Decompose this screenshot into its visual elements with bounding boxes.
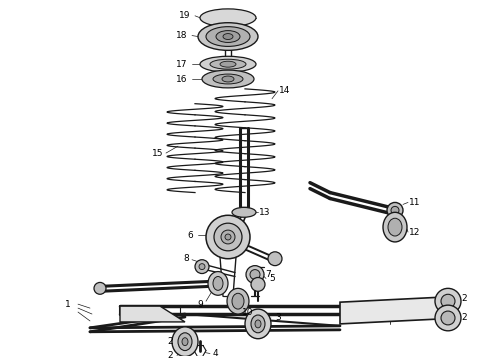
Circle shape (268, 252, 282, 266)
Circle shape (206, 215, 250, 259)
Polygon shape (340, 297, 440, 324)
Ellipse shape (178, 333, 192, 351)
Ellipse shape (206, 27, 250, 46)
Circle shape (94, 283, 106, 294)
Circle shape (250, 270, 260, 279)
Ellipse shape (388, 218, 402, 236)
Text: 17: 17 (176, 60, 188, 69)
Ellipse shape (200, 56, 256, 72)
Circle shape (391, 206, 399, 214)
Text: 9: 9 (197, 300, 203, 309)
Text: 3: 3 (275, 314, 281, 323)
Ellipse shape (251, 315, 265, 333)
Polygon shape (120, 306, 185, 322)
Circle shape (246, 266, 264, 283)
Text: 2: 2 (167, 351, 173, 360)
Text: 19: 19 (179, 11, 191, 20)
Ellipse shape (383, 212, 407, 242)
Text: 4: 4 (212, 349, 218, 358)
Ellipse shape (220, 61, 236, 67)
Ellipse shape (216, 31, 240, 42)
Text: 10: 10 (242, 307, 254, 316)
Ellipse shape (210, 59, 246, 69)
Ellipse shape (202, 70, 254, 88)
Ellipse shape (208, 271, 228, 295)
Ellipse shape (435, 305, 461, 331)
Text: 8: 8 (183, 254, 189, 263)
Text: 11: 11 (409, 198, 421, 207)
Text: 15: 15 (152, 149, 164, 158)
Text: 12: 12 (409, 228, 421, 237)
Circle shape (199, 264, 205, 270)
Text: 1: 1 (65, 300, 71, 309)
Ellipse shape (441, 294, 455, 308)
Ellipse shape (255, 320, 261, 328)
Ellipse shape (198, 23, 258, 50)
Circle shape (225, 234, 231, 240)
Circle shape (214, 223, 242, 251)
Circle shape (221, 230, 235, 244)
Ellipse shape (232, 207, 256, 217)
Text: 14: 14 (279, 86, 291, 95)
Ellipse shape (222, 76, 234, 82)
Text: 7: 7 (265, 270, 271, 279)
Text: 18: 18 (176, 31, 188, 40)
Ellipse shape (232, 293, 244, 309)
Ellipse shape (435, 288, 461, 314)
Text: 2: 2 (167, 337, 173, 346)
Ellipse shape (182, 338, 188, 346)
Ellipse shape (245, 309, 271, 339)
Circle shape (251, 278, 265, 291)
Text: 5: 5 (269, 274, 275, 283)
Ellipse shape (223, 33, 233, 40)
Ellipse shape (213, 74, 243, 84)
Circle shape (195, 260, 209, 274)
Text: 2: 2 (461, 294, 467, 303)
Ellipse shape (200, 9, 256, 27)
Ellipse shape (441, 311, 455, 325)
Text: 6: 6 (187, 230, 193, 239)
Ellipse shape (227, 288, 249, 314)
Text: 16: 16 (176, 75, 188, 84)
Text: 2: 2 (461, 314, 467, 323)
Ellipse shape (172, 327, 198, 356)
Text: 13: 13 (259, 208, 271, 217)
Circle shape (387, 202, 403, 218)
Ellipse shape (213, 276, 223, 290)
